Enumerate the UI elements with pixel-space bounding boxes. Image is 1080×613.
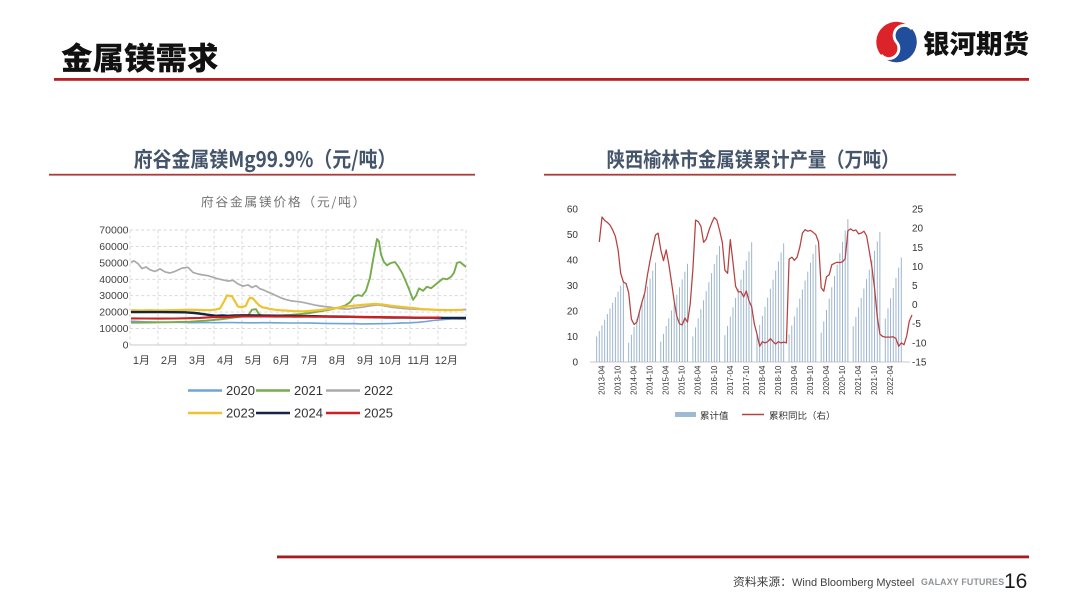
svg-text:2020: 2020 (226, 383, 255, 398)
svg-text:60: 60 (567, 205, 579, 216)
svg-text:20: 20 (912, 224, 924, 235)
svg-text:20000: 20000 (99, 307, 128, 319)
svg-text:10000: 10000 (99, 323, 128, 335)
svg-text:2016-04: 2016-04 (694, 365, 703, 395)
svg-text:60000: 60000 (99, 241, 128, 253)
svg-text:50000: 50000 (99, 257, 128, 269)
svg-text:2013-10: 2013-10 (614, 365, 623, 395)
svg-text:3: 3 (189, 355, 195, 367)
svg-text:5: 5 (245, 355, 251, 367)
svg-text:2017-04: 2017-04 (726, 365, 735, 395)
svg-text:2014-04: 2014-04 (630, 365, 639, 395)
svg-text:0: 0 (912, 300, 918, 311)
svg-text:11: 11 (408, 355, 419, 367)
svg-text:2025: 2025 (364, 406, 393, 421)
svg-text:2024: 2024 (294, 406, 323, 421)
svg-text:-5: -5 (912, 319, 921, 330)
svg-text:GALAXY FUTURES: GALAXY FUTURES (921, 577, 1004, 587)
svg-text:16: 16 (1004, 570, 1027, 593)
svg-text:5: 5 (912, 281, 918, 292)
svg-text:10: 10 (912, 262, 924, 273)
svg-text:2: 2 (161, 355, 167, 367)
svg-text:25: 25 (912, 205, 924, 216)
svg-text:2022-04: 2022-04 (886, 365, 895, 395)
svg-text:Wind Bloomberg Mysteel: Wind Bloomberg Mysteel (792, 577, 914, 589)
svg-text:70000: 70000 (99, 225, 128, 237)
svg-text:4: 4 (217, 355, 223, 367)
svg-text:2017-10: 2017-10 (742, 365, 751, 395)
svg-text:2016-10: 2016-10 (710, 365, 719, 395)
svg-text:10: 10 (379, 355, 391, 367)
svg-text:50: 50 (567, 230, 579, 241)
svg-text:15: 15 (912, 243, 924, 254)
svg-text:0: 0 (123, 340, 129, 352)
svg-text:12: 12 (435, 355, 447, 367)
svg-text:-10: -10 (912, 338, 927, 349)
svg-text:7: 7 (301, 355, 307, 367)
svg-text:2023: 2023 (226, 406, 255, 421)
svg-text:2019-04: 2019-04 (790, 365, 799, 395)
svg-text:2020-10: 2020-10 (838, 365, 847, 395)
svg-text:2015-04: 2015-04 (662, 365, 671, 395)
svg-text:30: 30 (567, 281, 579, 292)
svg-text:8: 8 (329, 355, 335, 367)
svg-text:2021: 2021 (294, 383, 323, 398)
svg-text:2015-10: 2015-10 (678, 365, 687, 395)
svg-text:2020-04: 2020-04 (822, 365, 831, 395)
svg-text:1: 1 (133, 355, 139, 367)
svg-text:-15: -15 (912, 358, 927, 369)
svg-text:0: 0 (572, 358, 578, 369)
svg-text:40: 40 (567, 256, 579, 267)
svg-text:2018-10: 2018-10 (774, 365, 783, 395)
svg-text:2013-04: 2013-04 (598, 365, 607, 395)
svg-text:9: 9 (357, 355, 363, 367)
svg-text:2021-10: 2021-10 (870, 365, 879, 395)
svg-text:6: 6 (273, 355, 279, 367)
svg-text:2014-10: 2014-10 (646, 365, 655, 395)
svg-text:2018-04: 2018-04 (758, 365, 767, 395)
svg-text:20: 20 (567, 307, 579, 318)
svg-text:2021-04: 2021-04 (854, 365, 863, 395)
svg-text:2019-10: 2019-10 (806, 365, 815, 395)
svg-text:10: 10 (567, 332, 579, 343)
svg-text:40000: 40000 (99, 274, 128, 286)
svg-text:30000: 30000 (99, 290, 128, 302)
svg-text:2022: 2022 (364, 383, 393, 398)
